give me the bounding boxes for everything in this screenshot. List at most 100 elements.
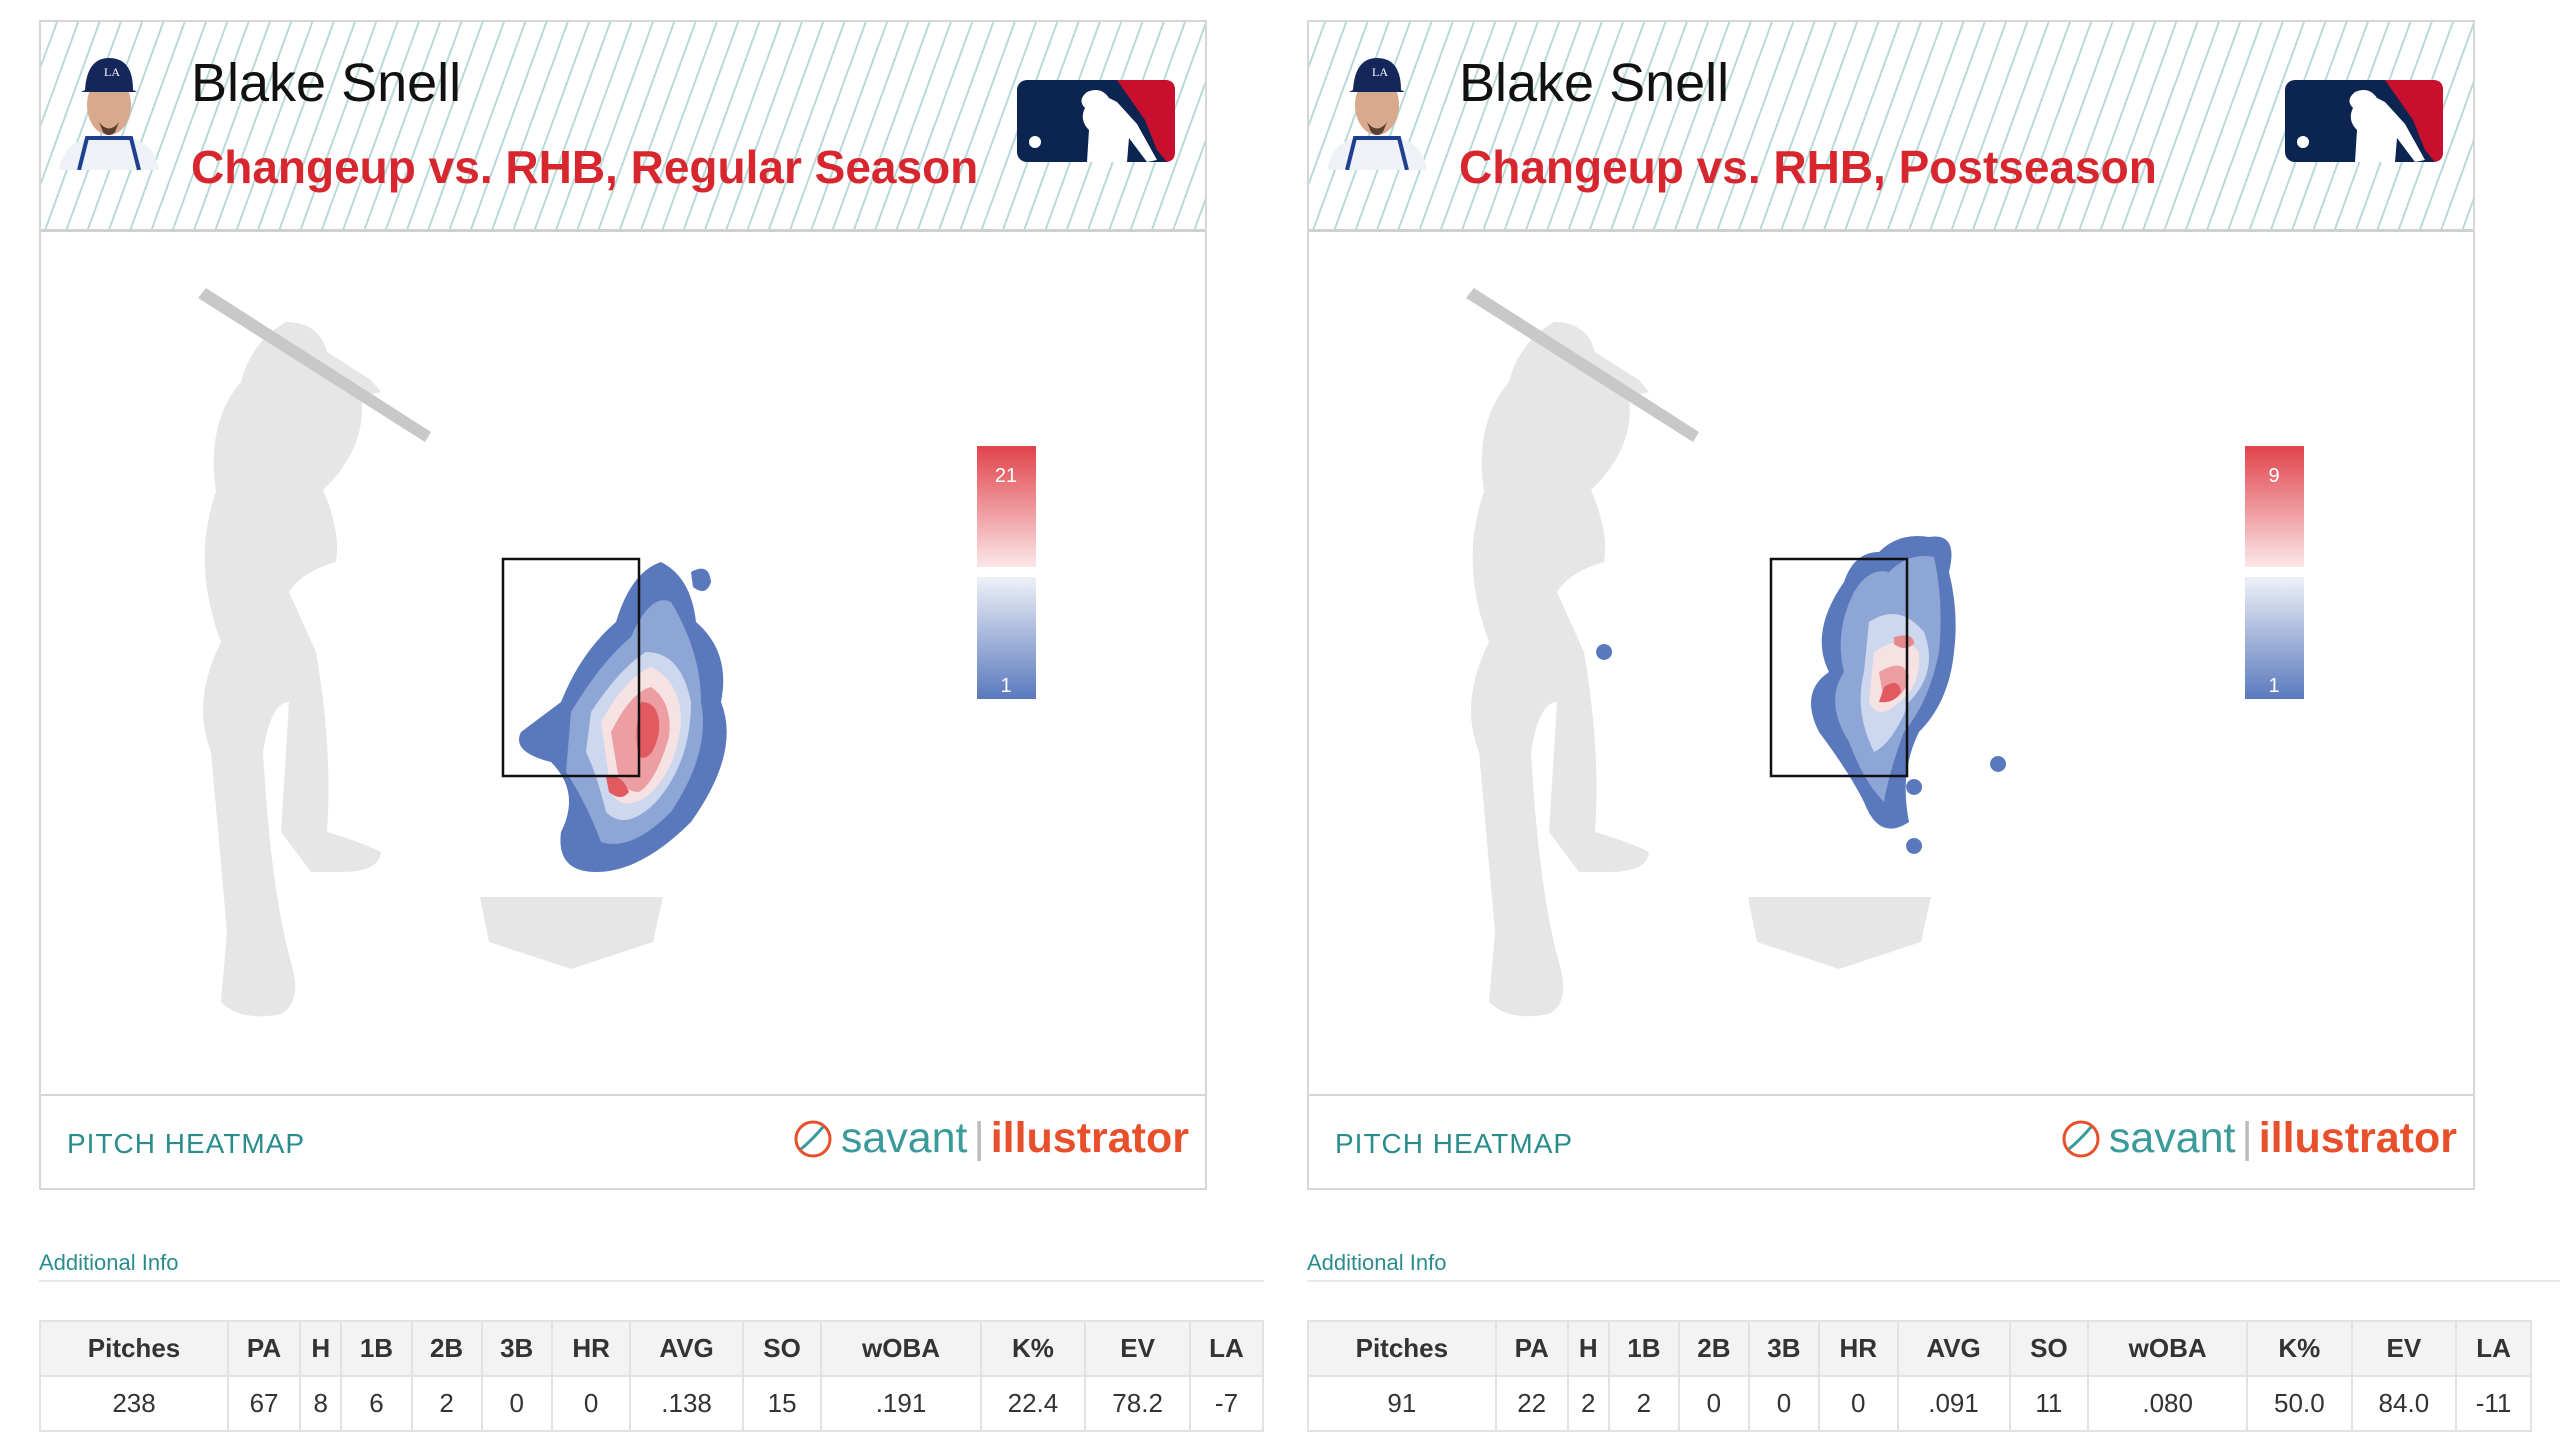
footer-label: PITCH HEATMAP: [67, 1128, 306, 1159]
column-header: 1B: [1607, 1320, 1680, 1377]
batter-silhouette: [203, 322, 381, 1017]
strike-zone: [501, 557, 641, 778]
stats-table-postseason: Pitches PA H 1B 2B 3B HR AVG SO wOBA K% EV LA 91 22 2 2 0…: [1307, 1320, 2532, 1432]
heat-contour: [691, 568, 711, 591]
column-header: Pitches: [38, 1320, 230, 1377]
legend-min-label: 1: [2268, 675, 2279, 697]
table-cell: 84.0: [2350, 1375, 2458, 1432]
column-header: wOBA: [820, 1320, 982, 1377]
savant-illustrator-logo: savant | illustrator: [793, 1114, 1189, 1163]
table-cell: 2: [410, 1375, 483, 1432]
table-header-row: Pitches PA H 1B 2B 3B HR AVG SO wOBA K% EV LA: [38, 1320, 1265, 1377]
strike-zone: [1769, 557, 1909, 778]
legend-max-label: 21: [995, 465, 1017, 487]
table-cell: 0: [1817, 1375, 1899, 1432]
baseball-icon: [794, 1120, 832, 1157]
column-header: 2B: [410, 1320, 483, 1377]
table-cell: 0: [1747, 1375, 1820, 1432]
panel-header: LA Blake Snell Changeup vs. RHB, Postsea…: [1309, 22, 2473, 232]
column-header: HR: [550, 1320, 632, 1377]
table-cell: 238: [38, 1375, 230, 1432]
color-legend: 21 1: [977, 446, 1036, 699]
column-header: LA: [1188, 1320, 1265, 1377]
table-cell: 8: [299, 1375, 343, 1432]
brand-text: savant: [840, 1114, 968, 1162]
panel-footer: PITCH HEATMAP savant | illustrator: [1309, 1094, 2473, 1188]
heatmap-plot: 21 1: [198, 288, 1036, 1017]
additional-info-label: Additional Info: [39, 1250, 1264, 1282]
svg-text:LA: LA: [1372, 65, 1388, 79]
heat-contour: [1596, 644, 1613, 660]
home-plate: [480, 897, 663, 969]
column-header: 3B: [480, 1320, 553, 1377]
legend-min-label: 1: [1000, 675, 1011, 697]
footer-label: PITCH HEATMAP: [1335, 1128, 1574, 1159]
table-cell: .138: [629, 1375, 744, 1432]
table-cell: -11: [2455, 1375, 2532, 1432]
heat-contours: [1596, 536, 2007, 854]
table-cell: 50.0: [2246, 1375, 2353, 1432]
bat: [1466, 288, 1699, 442]
column-header: EV: [2350, 1320, 2458, 1377]
table-cell: 15: [741, 1375, 823, 1432]
brand-text: |: [2241, 1114, 2253, 1162]
column-header: Pitches: [1307, 1320, 1497, 1377]
table-cell: 22.4: [979, 1375, 1087, 1432]
mlb-logo: [1017, 80, 1175, 162]
column-header: K%: [979, 1320, 1087, 1377]
table-cell: 11: [2008, 1375, 2090, 1432]
table-cell: 6: [340, 1375, 413, 1432]
heatmap-panel: LA Blake Snell Changeup vs. RHB, Postsea…: [1307, 20, 2475, 1190]
bat: [198, 288, 431, 442]
table-cell: 2: [1607, 1375, 1680, 1432]
table-header-row: Pitches PA H 1B 2B 3B HR AVG SO wOBA K% EV LA: [1307, 1320, 2532, 1377]
table-cell: 0: [550, 1375, 632, 1432]
panel-header: LA Blake Snell Changeup vs. RHB, Regular…: [41, 22, 1205, 232]
heat-contour: [606, 776, 629, 797]
heat-contour: [1894, 635, 1914, 648]
heat-contours: [519, 562, 727, 872]
column-header: 1B: [340, 1320, 413, 1377]
player-name: Blake Snell: [191, 53, 462, 113]
table-cell: 0: [1677, 1375, 1750, 1432]
color-legend: 9 1: [2245, 446, 2304, 699]
table-cell: 91: [1307, 1375, 1497, 1432]
legend-max-label: 9: [2268, 465, 2279, 487]
brand-text: savant: [2108, 1114, 2236, 1162]
brand-text: illustrator: [2258, 1114, 2457, 1162]
mlb-logo: [2285, 80, 2443, 162]
table-cell: 67: [227, 1375, 302, 1432]
column-header: EV: [1084, 1320, 1191, 1377]
column-header: HR: [1817, 1320, 1899, 1377]
heat-contour: [1990, 756, 2007, 772]
column-header: AVG: [629, 1320, 744, 1377]
batter-silhouette: [1471, 322, 1649, 1017]
table-cell: .091: [1896, 1375, 2011, 1432]
player-photo: LA: [1327, 58, 1427, 170]
home-plate: [1748, 897, 1931, 969]
table-row: 91 22 2 2 0 0 0.091 11.080 50.0 84.0 -11: [1307, 1375, 2532, 1432]
column-header: 2B: [1677, 1320, 1750, 1377]
chart-title: Changeup vs. RHB, Postseason: [1459, 141, 2157, 193]
panel-footer: PITCH HEATMAP savant | illustrator: [41, 1094, 1205, 1188]
heat-contour: [1906, 779, 1923, 795]
table-cell: 0: [480, 1375, 553, 1432]
table-cell: .191: [820, 1375, 982, 1432]
column-header: 3B: [1747, 1320, 1820, 1377]
column-header: SO: [2008, 1320, 2090, 1377]
heatmap-panel: LA Blake Snell Changeup vs. RHB, Regular…: [39, 20, 1207, 1190]
heat-contour: [636, 702, 660, 758]
column-header: wOBA: [2087, 1320, 2249, 1377]
table-cell: 78.2: [1084, 1375, 1191, 1432]
table-cell: -7: [1188, 1375, 1265, 1432]
player-photo: LA: [59, 58, 159, 170]
additional-info-label: Additional Info: [1307, 1250, 2560, 1282]
savant-illustrator-logo: savant | illustrator: [2061, 1114, 2457, 1163]
column-header: H: [299, 1320, 343, 1377]
column-header: H: [1566, 1320, 1610, 1377]
baseball-icon: [2062, 1120, 2100, 1157]
table-cell: 2: [1566, 1375, 1610, 1432]
table-cell: .080: [2087, 1375, 2249, 1432]
column-header: PA: [1494, 1320, 1569, 1377]
column-header: PA: [227, 1320, 302, 1377]
